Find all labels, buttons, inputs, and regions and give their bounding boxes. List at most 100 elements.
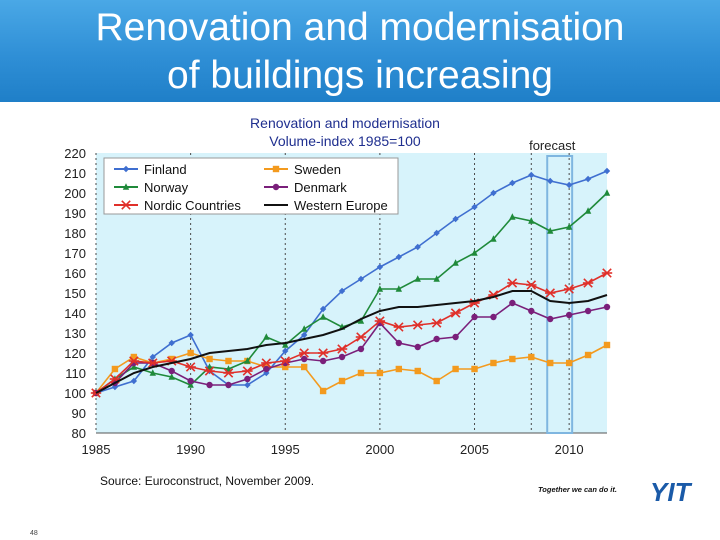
data-point-nordic-countries — [242, 366, 253, 376]
data-point-norway — [282, 341, 289, 348]
data-point-nordic-countries — [336, 344, 348, 354]
data-point-norway — [603, 189, 611, 196]
data-point-norway — [244, 357, 251, 364]
data-point-nordic-countries — [393, 322, 405, 332]
data-point-nordic-countries — [526, 280, 537, 290]
forecast-highlight — [546, 155, 574, 434]
data-point-sweden — [490, 359, 497, 367]
data-point-nordic-countries — [563, 284, 575, 294]
data-point-nordic-countries — [317, 348, 329, 358]
series-line-sweden — [95, 344, 608, 394]
y-tick-label: 210 — [64, 166, 86, 181]
data-point-nordic-countries — [601, 268, 613, 278]
data-point-finland — [490, 189, 497, 197]
legend-marker — [120, 200, 132, 210]
data-point-finland — [414, 243, 421, 251]
data-point-denmark — [547, 315, 554, 323]
title-banner — [0, 0, 720, 102]
data-point-finland — [509, 179, 516, 187]
x-axis: 1985 1990 1995 2000 2005 2010 — [82, 442, 584, 457]
data-point-nordic-countries — [412, 320, 423, 330]
data-point-denmark — [433, 335, 440, 343]
series-nordic-countries — [90, 268, 613, 398]
data-point-finland — [584, 175, 592, 183]
legend-marker — [272, 165, 280, 173]
data-point-denmark — [509, 299, 516, 307]
y-tick-label: 120 — [64, 346, 86, 361]
data-point-denmark — [471, 313, 478, 321]
data-point-denmark — [584, 307, 592, 315]
data-point-nordic-countries — [545, 288, 556, 298]
data-point-norway — [547, 227, 554, 234]
legend-item-finland: Finland — [114, 162, 187, 177]
data-point-norway — [149, 369, 156, 376]
data-point-norway — [414, 275, 421, 282]
legend-item-nordic-countries: Nordic Countries — [114, 198, 241, 213]
data-point-sweden — [282, 363, 289, 371]
data-point-norway — [168, 373, 175, 380]
data-point-sweden — [319, 387, 327, 395]
data-point-sweden — [206, 355, 213, 363]
data-point-finland — [282, 347, 289, 355]
legend-label: Denmark — [294, 180, 347, 195]
data-point-denmark — [225, 381, 232, 389]
data-point-denmark — [528, 307, 535, 315]
data-point-sweden — [300, 363, 308, 371]
legend-item-sweden: Sweden — [264, 162, 341, 177]
data-point-finland — [187, 331, 194, 339]
data-point-denmark — [300, 355, 308, 363]
data-point-norway — [584, 207, 592, 214]
data-point-finland — [244, 381, 251, 389]
data-point-norway — [300, 325, 308, 332]
data-point-denmark — [168, 367, 175, 375]
data-point-nordic-countries — [185, 362, 196, 372]
legend-marker — [272, 183, 280, 191]
legend: Finland Sweden Norway Denmark Nordic Countri… — [103, 157, 399, 215]
x-tick-label: 2010 — [555, 442, 584, 457]
data-point-denmark — [414, 343, 421, 351]
data-point-sweden — [376, 369, 384, 377]
data-point-finland — [338, 287, 346, 295]
x-tick-label: 1990 — [176, 442, 205, 457]
data-point-sweden — [528, 353, 535, 361]
data-point-norway — [376, 285, 384, 292]
data-point-sweden — [584, 351, 592, 359]
data-point-finland — [471, 203, 478, 211]
data-point-nordic-countries — [507, 278, 518, 288]
y-tick-label: 220 — [64, 146, 86, 161]
data-point-norway — [452, 259, 459, 266]
chart-title: Renovation and modernisation — [250, 115, 440, 131]
legend-marker — [122, 165, 130, 173]
data-point-denmark — [565, 311, 573, 319]
legend-item-denmark: Denmark — [264, 180, 347, 195]
legend-item-western-europe: Western Europe — [264, 198, 388, 213]
y-tick-label: 150 — [64, 286, 86, 301]
data-point-norway — [509, 213, 516, 220]
data-point-norway — [263, 333, 270, 340]
series-line-nordic-countries — [95, 272, 608, 394]
forecast-label: forecast — [529, 138, 576, 153]
data-point-norway — [130, 363, 138, 370]
legend-label: Norway — [144, 180, 189, 195]
y-tick-label: 180 — [64, 226, 86, 241]
data-point-denmark — [206, 381, 213, 389]
y-tick-label: 140 — [64, 306, 86, 321]
data-point-finland — [300, 331, 308, 339]
data-point-norway — [395, 285, 403, 292]
y-tick-label: 170 — [64, 246, 86, 261]
y-tick-label: 80 — [72, 426, 86, 441]
slide-title-line-2: of buildings increasing — [167, 54, 553, 97]
data-point-nordic-countries — [204, 366, 215, 376]
y-tick-label: 100 — [64, 386, 86, 401]
series-line-western-europe — [95, 290, 608, 394]
chart-subtitle: Volume-index 1985=100 — [269, 133, 421, 149]
data-point-finland — [452, 215, 459, 223]
y-tick-label: 90 — [72, 406, 86, 421]
data-point-denmark — [357, 345, 365, 353]
series-line-finland — [95, 170, 608, 394]
x-tick-label: 1985 — [82, 442, 111, 457]
data-point-norway — [528, 217, 535, 224]
data-point-sweden — [225, 357, 232, 365]
data-point-finland — [130, 377, 138, 385]
data-point-finland — [547, 177, 554, 185]
